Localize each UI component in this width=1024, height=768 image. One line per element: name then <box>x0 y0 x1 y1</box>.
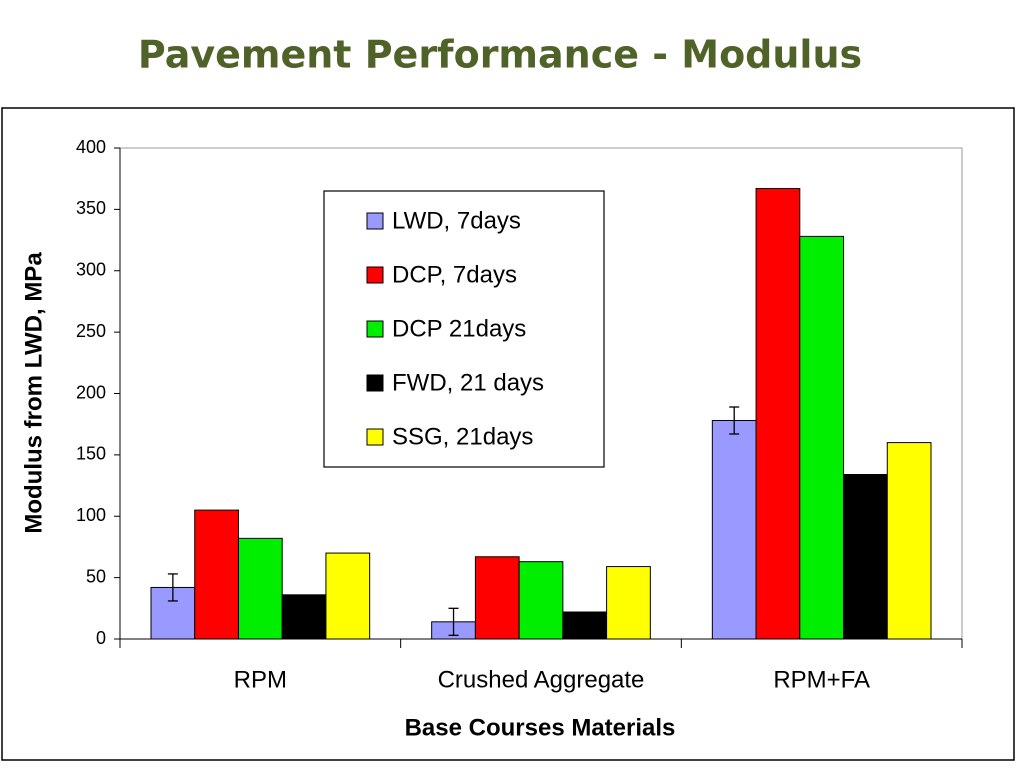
bar <box>562 611 608 640</box>
bar <box>886 442 932 640</box>
bar <box>711 420 757 640</box>
legend-label: SSG, 21days <box>392 423 533 450</box>
legend-swatch <box>366 428 384 446</box>
legend-swatch <box>366 266 384 284</box>
bar <box>474 556 520 640</box>
x-tick-label: RPM+FA <box>773 666 870 693</box>
error-bar <box>729 406 740 435</box>
x-tick-label: RPM <box>234 666 287 693</box>
y-tick-label: 0 <box>96 628 106 648</box>
bar <box>606 566 651 640</box>
y-tick-label: 350 <box>76 198 106 218</box>
y-tick-label: 200 <box>76 382 106 402</box>
legend-swatch <box>366 212 384 230</box>
legend-swatch <box>366 374 384 392</box>
x-tick-label: Crushed Aggregate <box>438 666 645 693</box>
y-tick-label: 100 <box>76 505 106 525</box>
legend-swatch <box>366 320 384 338</box>
y-tick-label: 50 <box>86 566 106 586</box>
error-bar <box>167 573 178 602</box>
y-tick-label: 300 <box>76 260 106 280</box>
bar <box>518 561 564 640</box>
y-tick-label: 400 <box>76 137 106 157</box>
y-tick-label: 150 <box>76 444 106 464</box>
legend-label: LWD, 7days <box>392 207 521 234</box>
bar <box>325 552 371 640</box>
y-tick-label: 250 <box>76 321 106 341</box>
legend-label: DCP 21days <box>392 315 526 342</box>
bar <box>281 594 327 640</box>
error-bar <box>448 607 459 636</box>
bar <box>799 235 845 640</box>
x-axis-title: Base Courses Materials <box>405 714 676 741</box>
bar <box>755 188 801 640</box>
legend-label: DCP, 7days <box>392 261 517 288</box>
legend-label: FWD, 21 days <box>392 369 544 396</box>
bar <box>237 537 283 640</box>
bar <box>843 474 888 640</box>
y-axis-title: Modulus from LWD, MPa <box>20 252 47 534</box>
slide-title: Pavement Performance - Modulus <box>138 33 862 77</box>
bar <box>194 509 239 640</box>
